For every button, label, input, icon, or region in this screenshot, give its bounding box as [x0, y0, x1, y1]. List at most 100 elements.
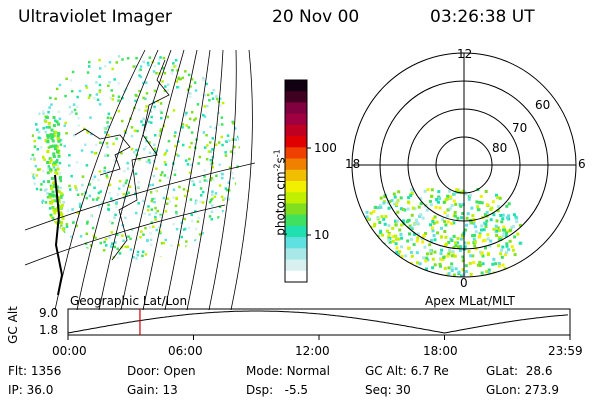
polar-dot [440, 248, 444, 252]
geo-dot [102, 249, 106, 252]
geo-meridian [98, 49, 172, 311]
lat-label-80: 80 [492, 141, 508, 155]
geo-meridian [142, 49, 198, 311]
geo-dot [165, 149, 169, 152]
geo-dot [139, 68, 142, 71]
geo-dot [231, 120, 234, 124]
geo-dot [150, 199, 154, 203]
geo-dot [75, 161, 79, 164]
geo-dot [130, 134, 134, 138]
geo-dot [154, 189, 158, 192]
time-tick-0600: 06:00 [168, 344, 203, 358]
geo-dot [51, 133, 55, 137]
geo-dot [190, 141, 193, 145]
polar-dot [474, 247, 478, 251]
geo-dot [177, 154, 180, 157]
geo-dot [42, 112, 45, 115]
geo-dot [46, 196, 50, 199]
polar-dot [499, 252, 503, 256]
geo-dot [150, 208, 153, 211]
polar-dot [482, 228, 486, 232]
colorbar-band [285, 214, 307, 227]
geo-dot [46, 135, 50, 139]
geo-dot [87, 96, 91, 99]
polar-dot [450, 262, 454, 266]
geo-dot [172, 222, 175, 226]
geo-dot [43, 158, 46, 161]
geo-dot [159, 173, 163, 177]
geo-dot [37, 136, 41, 140]
geo-dot [141, 254, 144, 258]
geo-dot [159, 109, 162, 112]
polar-dot [486, 237, 490, 241]
geo-dot [220, 172, 224, 176]
geo-dot [222, 198, 225, 202]
geo-dot [90, 132, 93, 136]
geo-dot [153, 107, 156, 111]
geo-dot [147, 208, 150, 212]
geo-dot [145, 139, 148, 143]
geo-dot [78, 202, 82, 206]
colorbar-tick-100: 100 [314, 141, 337, 155]
geo-dot [145, 105, 148, 108]
polar-dot [497, 244, 501, 248]
geo-dot [81, 183, 84, 187]
geo-dot [211, 166, 214, 169]
status-dsp: Dsp: -5.5 [246, 383, 309, 397]
polar-dot [424, 259, 428, 263]
polar-dot [463, 241, 467, 245]
polar-dot [489, 239, 493, 243]
geo-dot [147, 158, 151, 162]
polar-dot [505, 216, 509, 220]
geo-dot [56, 135, 60, 139]
polar-dot [503, 267, 507, 271]
geo-dot [184, 70, 187, 73]
geo-dot [139, 65, 143, 68]
polar-dot [399, 232, 403, 236]
polar-dot [472, 222, 476, 225]
polar-dot [492, 227, 496, 231]
polar-dot [448, 248, 451, 252]
polar-dot [512, 213, 516, 217]
geo-dot [33, 139, 36, 143]
geo-dot [139, 75, 143, 79]
polar-dot [464, 264, 468, 268]
geo-dot [78, 89, 82, 93]
polar-dot [498, 235, 502, 239]
polar-dot [426, 188, 430, 192]
geo-dot [225, 188, 229, 192]
geo-dot [117, 95, 121, 98]
geo-dot [218, 205, 222, 208]
geo-dot [208, 201, 212, 204]
polar-dot [438, 197, 442, 200]
polar-dot [461, 203, 465, 207]
geo-dot [232, 122, 235, 125]
geo-dot [149, 225, 152, 229]
geo-dot [57, 110, 60, 113]
polar-dot [456, 245, 460, 249]
polar-dot [518, 241, 522, 245]
geo-dot [44, 201, 48, 204]
geo-dot [114, 213, 117, 217]
status-mode: Mode: Normal [246, 364, 330, 378]
geo-dot [95, 198, 99, 201]
polar-dot [415, 218, 418, 222]
geographic-map [24, 49, 256, 311]
geo-dot [48, 195, 52, 199]
polar-dot [490, 206, 494, 210]
geo-dot [103, 240, 106, 244]
polar-dot [480, 228, 483, 232]
geo-dot [231, 172, 234, 175]
geo-dot [42, 180, 46, 183]
polar-dot [458, 203, 462, 207]
status-door: Door: Open [127, 364, 196, 378]
geo-dot [137, 202, 140, 205]
geo-dot [175, 227, 179, 231]
polar-dot [407, 219, 410, 223]
polar-dot [388, 240, 392, 244]
geo-dot [172, 62, 175, 65]
polar-dot [448, 189, 452, 193]
geo-dot [65, 77, 68, 81]
geo-dot [94, 236, 97, 240]
geo-dot [61, 228, 65, 231]
